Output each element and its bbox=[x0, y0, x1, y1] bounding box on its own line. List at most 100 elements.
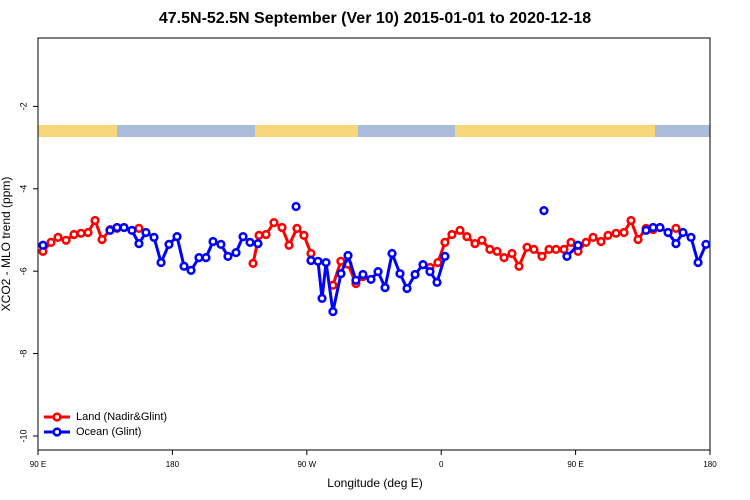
point bbox=[633, 234, 643, 245]
point bbox=[492, 246, 502, 257]
y-tick-label: -10 bbox=[18, 429, 28, 442]
point bbox=[179, 261, 189, 271]
point bbox=[440, 237, 450, 247]
x-tick-label: 180 bbox=[166, 460, 180, 469]
point bbox=[588, 232, 598, 243]
point bbox=[562, 251, 572, 261]
x-tick-label: 90 W bbox=[297, 460, 316, 469]
point bbox=[186, 265, 196, 275]
x-tick-label: 180 bbox=[703, 460, 717, 469]
point bbox=[291, 201, 301, 212]
point bbox=[284, 240, 294, 250]
point bbox=[686, 232, 696, 243]
point bbox=[216, 239, 226, 250]
point bbox=[336, 269, 346, 279]
point bbox=[112, 222, 122, 233]
point bbox=[455, 225, 465, 236]
point bbox=[149, 232, 159, 243]
x-tick-label: 90 E bbox=[567, 460, 583, 469]
point bbox=[485, 244, 495, 254]
y-tick-label: -4 bbox=[18, 185, 28, 193]
point bbox=[499, 252, 509, 263]
point bbox=[529, 244, 539, 254]
point bbox=[231, 248, 241, 258]
point bbox=[223, 251, 233, 261]
point bbox=[410, 269, 420, 280]
point bbox=[164, 239, 174, 250]
point bbox=[277, 222, 287, 233]
point bbox=[105, 225, 115, 236]
point bbox=[306, 255, 316, 266]
x-axis-label: Longitude (deg E) bbox=[327, 476, 422, 490]
point bbox=[134, 223, 144, 233]
point bbox=[433, 257, 443, 268]
point bbox=[432, 277, 442, 287]
point bbox=[208, 236, 218, 247]
point bbox=[395, 269, 405, 279]
point bbox=[626, 215, 636, 226]
point bbox=[97, 234, 107, 245]
point bbox=[194, 252, 204, 263]
point bbox=[245, 237, 255, 247]
point bbox=[387, 248, 397, 259]
point bbox=[380, 283, 390, 293]
point bbox=[462, 231, 472, 242]
point bbox=[156, 257, 166, 268]
land-ocean-strip bbox=[38, 125, 710, 137]
point bbox=[611, 228, 621, 238]
point bbox=[573, 240, 583, 250]
point bbox=[269, 217, 279, 228]
point bbox=[544, 244, 554, 254]
point bbox=[248, 258, 258, 268]
land-band bbox=[38, 125, 117, 137]
point bbox=[641, 225, 651, 236]
point bbox=[537, 251, 547, 261]
point bbox=[358, 269, 368, 280]
point bbox=[253, 238, 263, 249]
point bbox=[566, 237, 576, 247]
legend-marker bbox=[52, 427, 62, 437]
point bbox=[134, 238, 144, 249]
point bbox=[313, 256, 323, 266]
point bbox=[321, 257, 331, 268]
point bbox=[172, 231, 182, 242]
point bbox=[551, 244, 561, 254]
point bbox=[299, 230, 309, 240]
point bbox=[701, 239, 711, 250]
point bbox=[317, 293, 327, 303]
point bbox=[46, 237, 56, 247]
point bbox=[373, 267, 383, 277]
point bbox=[83, 227, 93, 238]
point bbox=[425, 267, 435, 277]
point bbox=[477, 235, 487, 245]
legend-label: Ocean (Glint) bbox=[76, 426, 141, 438]
point bbox=[559, 244, 569, 254]
point bbox=[336, 256, 346, 266]
point bbox=[69, 229, 79, 240]
y-tick-label: -6 bbox=[18, 267, 28, 275]
point bbox=[655, 222, 665, 233]
point bbox=[61, 235, 71, 245]
point bbox=[119, 222, 129, 233]
point bbox=[343, 250, 353, 261]
point bbox=[90, 215, 100, 226]
point bbox=[418, 260, 428, 270]
point bbox=[351, 275, 361, 285]
point bbox=[254, 230, 264, 240]
y-tick-label: -2 bbox=[18, 102, 28, 110]
point bbox=[306, 248, 316, 259]
x-tick-label: 90 E bbox=[30, 460, 46, 469]
point bbox=[507, 248, 517, 259]
chart-title: 47.5N-52.5N September (Ver 10) 2015-01-0… bbox=[159, 10, 591, 27]
point bbox=[514, 261, 524, 271]
point bbox=[292, 223, 302, 233]
legend-marker bbox=[52, 412, 62, 422]
point bbox=[693, 257, 703, 268]
point bbox=[663, 227, 673, 238]
point bbox=[671, 223, 681, 233]
point bbox=[440, 251, 450, 261]
point bbox=[141, 227, 151, 238]
point bbox=[238, 231, 248, 242]
point bbox=[447, 229, 457, 240]
